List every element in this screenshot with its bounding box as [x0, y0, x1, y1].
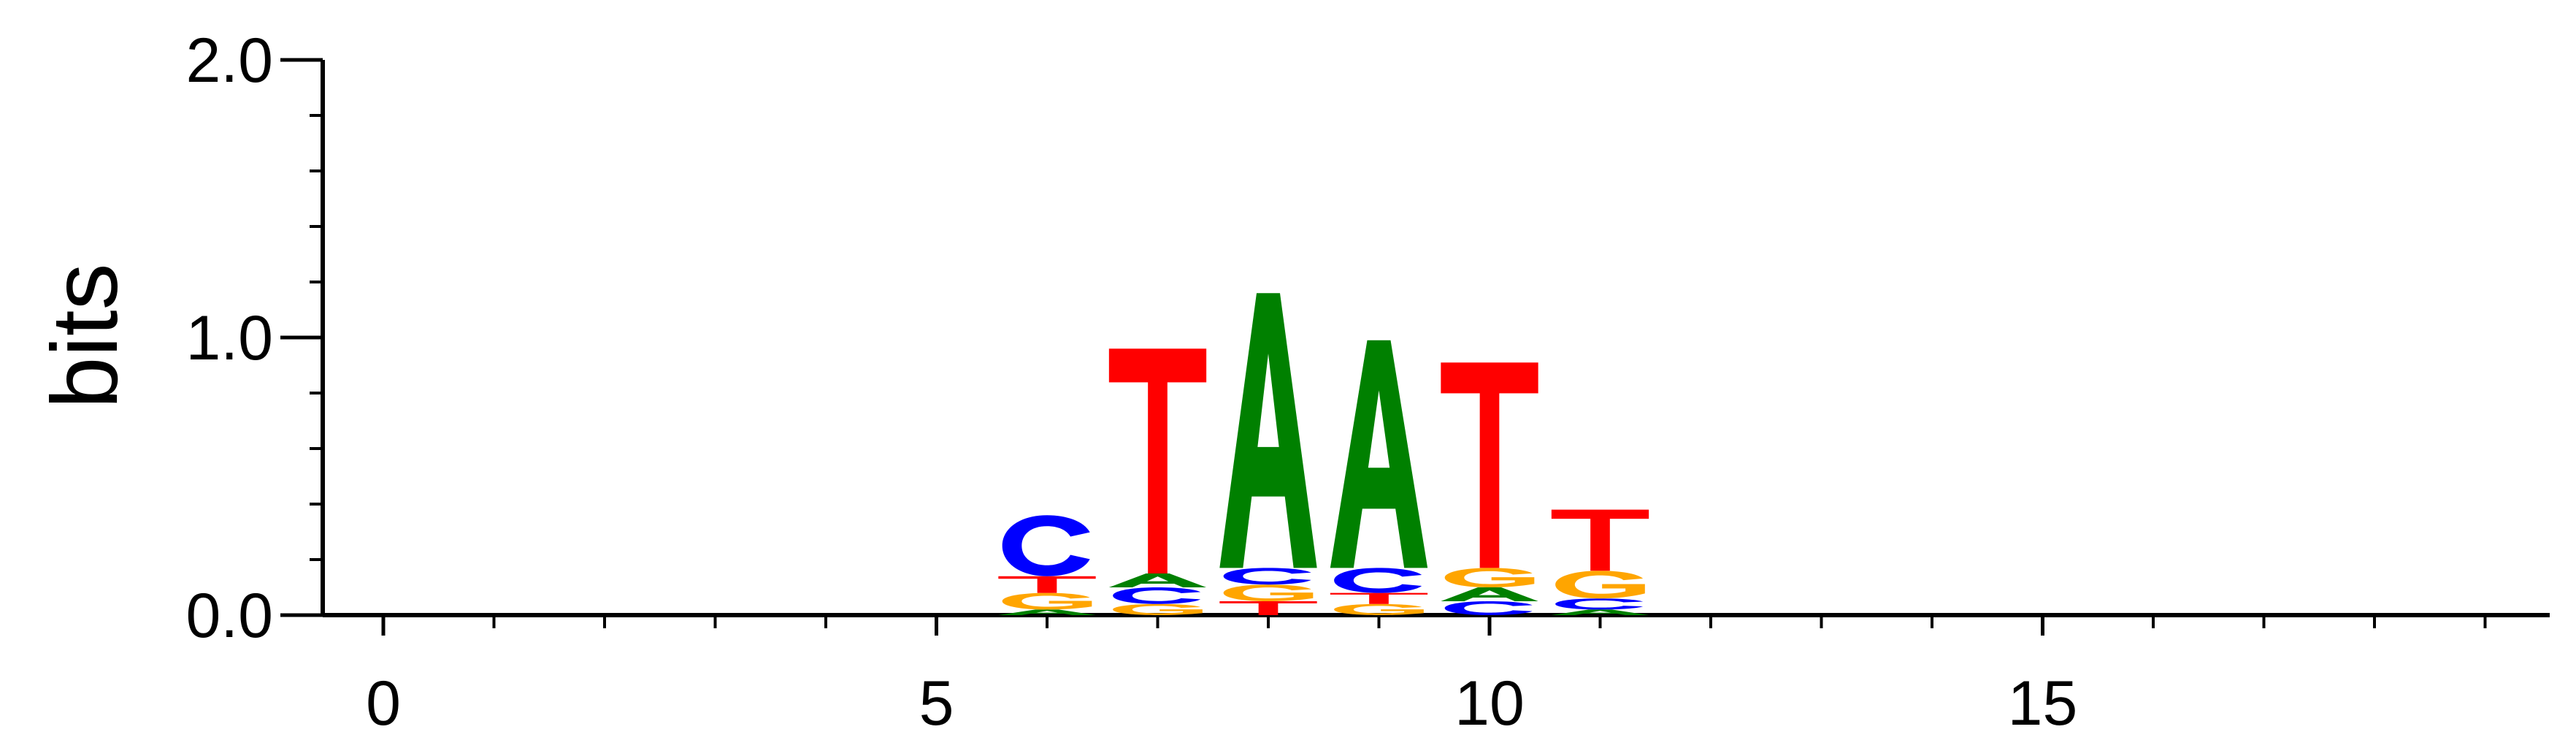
y-tick-label: 1.0 — [185, 303, 273, 373]
letter-A-glyph — [1441, 587, 1538, 601]
letter-C-glyph — [1334, 568, 1422, 593]
letter-T-pos-9 — [1330, 592, 1428, 604]
letter-T-glyph — [1551, 509, 1649, 571]
letter-T-glyph — [1330, 592, 1428, 604]
letter-T-glyph — [1441, 362, 1538, 568]
letter-G-glyph — [1223, 584, 1314, 601]
letter-C-pos-7 — [1113, 587, 1201, 604]
letter-G-glyph — [1002, 592, 1092, 610]
x-tick-label: 0 — [366, 668, 401, 739]
letter-C-pos-6 — [1002, 515, 1090, 576]
letter-A-glyph — [1108, 573, 1207, 587]
letter-A-pos-8 — [1219, 293, 1317, 568]
x-tick-label: 5 — [919, 668, 954, 739]
letter-stacks — [998, 293, 1649, 615]
letter-G-glyph — [1444, 568, 1535, 587]
letter-G-pos-11 — [1555, 571, 1645, 599]
letter-C-pos-8 — [1223, 568, 1311, 585]
x-tick-label: 15 — [2008, 668, 2078, 739]
y-axis-title: bits — [33, 263, 137, 408]
letter-A-pos-11 — [1551, 609, 1649, 615]
letter-T-pos-8 — [1219, 601, 1317, 615]
letter-C-glyph — [1555, 598, 1644, 610]
y-tick-label: 0.0 — [185, 581, 273, 651]
letter-A-pos-9 — [1330, 340, 1428, 568]
letter-C-pos-11 — [1555, 598, 1644, 610]
letter-T-pos-11 — [1551, 509, 1649, 571]
letter-G-glyph — [1555, 571, 1645, 599]
letter-A-glyph — [1551, 609, 1649, 615]
letter-A-glyph — [998, 609, 1096, 615]
y-tick-label: 2.0 — [185, 26, 273, 96]
letter-A-pos-7 — [1108, 573, 1207, 587]
letter-C-glyph — [1002, 515, 1090, 576]
letter-A-pos-10 — [1441, 587, 1538, 601]
axes: 0.0 1.0 2.0 0 5 10 15 — [185, 26, 2550, 739]
letter-G-pos-9 — [1334, 603, 1424, 615]
letter-C-glyph — [1113, 587, 1201, 604]
letter-T-glyph — [1108, 348, 1207, 573]
letter-G-glyph — [1113, 603, 1203, 615]
letter-G-glyph — [1334, 603, 1424, 615]
letter-C-glyph — [1444, 601, 1533, 615]
letter-T-pos-7 — [1108, 348, 1207, 573]
letter-T-pos-10 — [1441, 362, 1538, 568]
letter-G-pos-8 — [1223, 584, 1314, 601]
letter-T-glyph — [998, 576, 1096, 593]
letter-C-pos-9 — [1334, 568, 1422, 593]
letter-G-pos-10 — [1444, 568, 1535, 587]
letter-A-pos-6 — [998, 609, 1096, 615]
letter-C-pos-10 — [1444, 601, 1533, 615]
letter-A-glyph — [1330, 340, 1428, 568]
letter-A-glyph — [1219, 293, 1317, 568]
letter-T-pos-6 — [998, 576, 1096, 593]
letter-T-glyph — [1219, 601, 1317, 615]
letter-G-pos-7 — [1113, 603, 1203, 615]
x-tick-label: 10 — [1454, 668, 1525, 739]
letter-G-pos-6 — [1002, 592, 1092, 610]
letter-C-glyph — [1223, 568, 1311, 585]
